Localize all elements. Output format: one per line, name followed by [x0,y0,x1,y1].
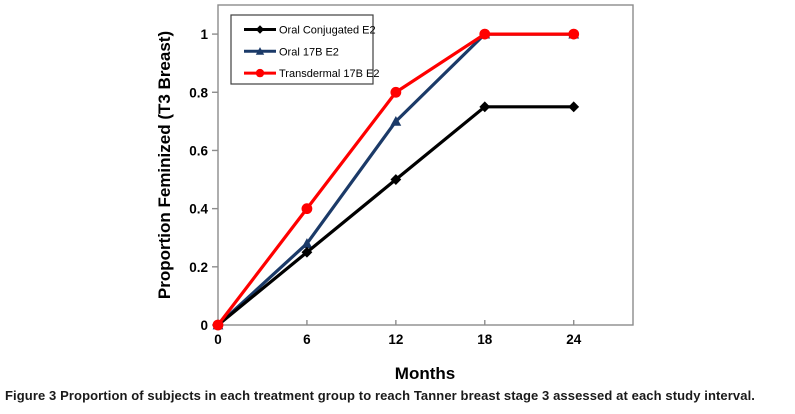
x-tick-label: 6 [303,332,311,347]
x-axis-title: Months [395,364,455,383]
marker-diamond-oral-conjugated-e2 [568,101,580,113]
marker-triangle-oral-17b-e2 [301,238,313,248]
figure-caption-text: Proportion of subjects in each treatment… [60,388,755,403]
y-tick-label: 0 [200,318,208,333]
marker-circle-transdermal-17b-e2 [479,28,491,40]
series-oral-conjugated-e2 [212,101,580,331]
y-tick-label: 0.4 [189,202,208,217]
y-tick-label: 1 [200,27,208,42]
marker-circle-transdermal-17b-e2 [212,319,224,331]
marker-circle-transdermal-17b-e2 [390,86,402,98]
plot-border [217,4,634,326]
y-tick-label: 0.2 [189,260,208,275]
marker-triangle-oral-17b-e2 [390,115,402,126]
series-layer [212,28,580,331]
legend-entry-oral-17b-e2: Oral 17B E2 [244,46,339,58]
marker-circle-transdermal-17b-e2 [301,203,313,215]
x-tick-label: 18 [477,332,493,347]
legend-entry-oral-conjugated-e2: Oral Conjugated E2 [244,25,376,37]
legend-marker-triangle-oral-17b-e2 [255,47,265,55]
legend-label-oral-conjugated-e2: Oral Conjugated E2 [279,25,376,37]
legend-label-oral-17b-e2: Oral 17B E2 [279,46,339,58]
figure-caption-label: Figure 3 [5,388,57,403]
legend-marker-circle-transdermal-17b-e2 [255,68,265,78]
x-tick-label: 24 [566,332,582,347]
y-tick-label: 0.6 [189,143,208,158]
legend-marker-diamond-oral-conjugated-e2 [255,25,265,34]
marker-diamond-oral-conjugated-e2 [301,246,313,258]
figure-caption: Figure 3 Proportion of subjects in each … [5,388,765,404]
marker-circle-transdermal-17b-e2 [568,28,580,40]
legend-label-transdermal-17b-e2: Transdermal 17B E2 [279,68,379,80]
x-tick-label: 12 [388,332,403,347]
x-tick-label: 0 [214,332,222,347]
legend-entry-transdermal-17b-e2: Transdermal 17B E2 [244,68,379,80]
legend: Oral Conjugated E2 Oral 17B E2 Transdermal… [230,14,379,85]
series-transdermal-17b-e2 [212,28,580,331]
axes: 0 6 12 18 24 0 0.2 0.4 0.6 0.8 1 [189,4,634,347]
marker-diamond-oral-conjugated-e2 [390,174,402,185]
y-tick-label: 0.8 [189,85,208,100]
marker-diamond-oral-conjugated-e2 [479,101,491,113]
y-axis-title: Proportion Feminized (T3 Breast) [155,31,174,299]
line-chart: 0 6 12 18 24 0 0.2 0.4 0.6 0.8 1 Oral Conjugated E… [155,4,634,383]
